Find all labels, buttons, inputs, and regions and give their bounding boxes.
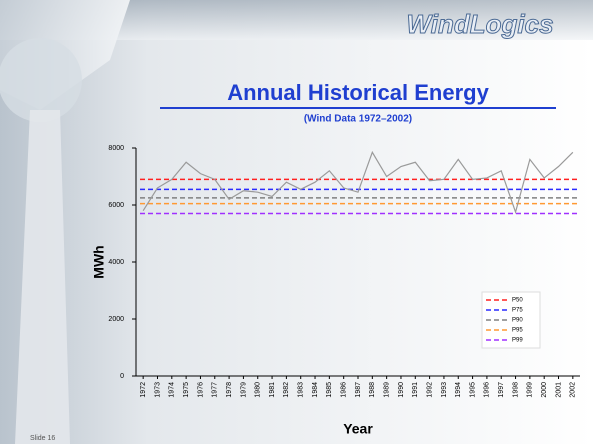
x-tick-label: 1991 xyxy=(412,382,419,398)
x-tick-label: 1984 xyxy=(312,382,319,398)
x-tick-label: 2002 xyxy=(570,382,577,398)
x-tick-label: 1982 xyxy=(283,382,290,398)
x-tick-label: 1973 xyxy=(154,382,161,398)
x-tick-label: 1989 xyxy=(383,382,390,398)
x-tick-label: 1977 xyxy=(212,382,219,398)
x-tick-label: 1986 xyxy=(341,382,348,398)
y-tick-label: 0 xyxy=(120,373,124,380)
slide: WindLogics Annual Historical Energy (Win… xyxy=(0,0,593,444)
x-tick-label: 1978 xyxy=(226,382,233,398)
legend-label: P99 xyxy=(512,338,523,344)
x-tick-label: 1995 xyxy=(469,382,476,398)
legend-label: P90 xyxy=(512,318,523,324)
x-axis-label: Year xyxy=(343,421,373,437)
y-tick-label: 6000 xyxy=(108,202,124,209)
y-tick-label: 4000 xyxy=(108,259,124,266)
legend-label: P50 xyxy=(512,298,523,304)
x-tick-label: 1980 xyxy=(255,382,262,398)
chart-subtitle: (Wind Data 1972–2002) xyxy=(304,114,412,125)
x-tick-label: 1997 xyxy=(498,382,505,398)
x-tick-label: 1981 xyxy=(269,382,276,398)
slide-number: Slide 16 xyxy=(30,435,55,442)
x-tick-label: 1972 xyxy=(140,382,147,398)
x-tick-label: 1994 xyxy=(455,382,462,398)
x-tick-label: 2001 xyxy=(555,382,562,398)
x-tick-label: 1996 xyxy=(484,382,491,398)
legend-label: P75 xyxy=(512,308,523,314)
x-tick-label: 1988 xyxy=(369,382,376,398)
y-tick-label: 8000 xyxy=(108,145,124,152)
y-axis-label: MWh xyxy=(91,245,107,278)
x-tick-label: 1985 xyxy=(326,382,333,398)
x-tick-label: 1993 xyxy=(441,382,448,398)
x-tick-label: 1990 xyxy=(398,382,405,398)
x-tick-label: 2000 xyxy=(541,382,548,398)
y-tick-label: 2000 xyxy=(108,316,124,323)
x-tick-label: 1975 xyxy=(183,382,190,398)
x-tick-label: 1987 xyxy=(355,382,362,398)
legend-label: P95 xyxy=(512,328,523,334)
x-tick-label: 1974 xyxy=(169,382,176,398)
x-tick-label: 1999 xyxy=(527,382,534,398)
chart-title: Annual Historical Energy xyxy=(227,80,489,105)
x-tick-label: 1998 xyxy=(512,382,519,398)
x-tick-label: 1983 xyxy=(298,382,305,398)
logo: WindLogics xyxy=(406,9,553,39)
turbine-hub xyxy=(0,38,82,122)
x-tick-label: 1979 xyxy=(240,382,247,398)
x-tick-label: 1976 xyxy=(197,382,204,398)
x-tick-label: 1992 xyxy=(426,382,433,398)
